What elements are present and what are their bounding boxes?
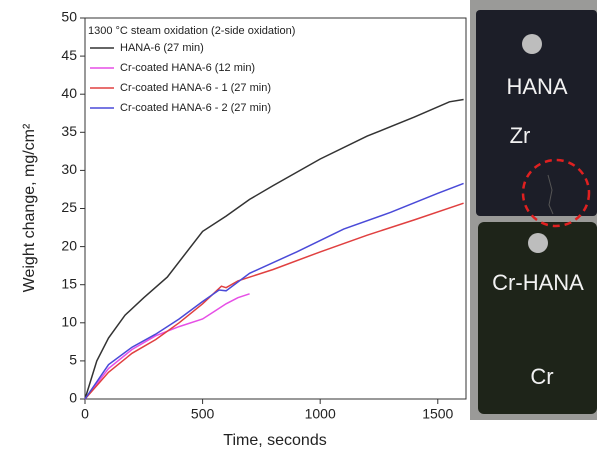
photo-label: Cr-HANA bbox=[492, 270, 584, 295]
photo: HANA Zr Cr-HANA Cr bbox=[470, 0, 597, 420]
y-tick-label: 35 bbox=[61, 123, 77, 139]
data-line bbox=[84, 293, 250, 400]
plate-hole bbox=[522, 34, 542, 54]
y-tick-label: 30 bbox=[61, 161, 77, 177]
legend-label: HANA-6 (27 min) bbox=[120, 42, 204, 54]
y-tick-label: 45 bbox=[61, 47, 77, 63]
x-tick-label: 1000 bbox=[305, 406, 336, 422]
legend-label: Cr-coated HANA-6 - 1 (27 min) bbox=[120, 82, 271, 94]
hana-plate bbox=[476, 10, 597, 216]
photo-label: Cr bbox=[530, 364, 553, 389]
photo-label: HANA bbox=[506, 74, 567, 99]
y-tick-label: 50 bbox=[61, 9, 77, 25]
legend-label: Cr-coated HANA-6 (12 min) bbox=[120, 62, 255, 74]
data-line bbox=[84, 98, 464, 400]
y-tick-label: 5 bbox=[69, 352, 77, 368]
plate-hole bbox=[528, 233, 548, 253]
x-tick-label: 500 bbox=[191, 406, 215, 422]
y-tick-label: 40 bbox=[61, 85, 77, 101]
y-tick-label: 20 bbox=[61, 237, 77, 253]
legend-label: Cr-coated HANA-6 - 2 (27 min) bbox=[120, 102, 271, 114]
y-tick-label: 0 bbox=[69, 390, 77, 406]
y-tick-label: 10 bbox=[61, 314, 77, 330]
data-line bbox=[84, 182, 464, 400]
x-tick-label: 1500 bbox=[422, 406, 453, 422]
x-tick-label: 0 bbox=[81, 406, 89, 422]
crack bbox=[547, 174, 554, 215]
y-tick-label: 15 bbox=[61, 275, 77, 291]
annotation: 1300 °C steam oxidation (2-side oxidatio… bbox=[88, 25, 295, 37]
data-line bbox=[84, 202, 464, 400]
x-axis-title: Time, seconds bbox=[223, 432, 326, 449]
photo-label: Zr bbox=[510, 123, 531, 148]
cr-hana-plate bbox=[478, 222, 597, 414]
y-axis-title: Weight change, mg/cm² bbox=[21, 123, 38, 292]
crack-highlight bbox=[521, 158, 591, 228]
y-tick-label: 25 bbox=[61, 199, 77, 215]
